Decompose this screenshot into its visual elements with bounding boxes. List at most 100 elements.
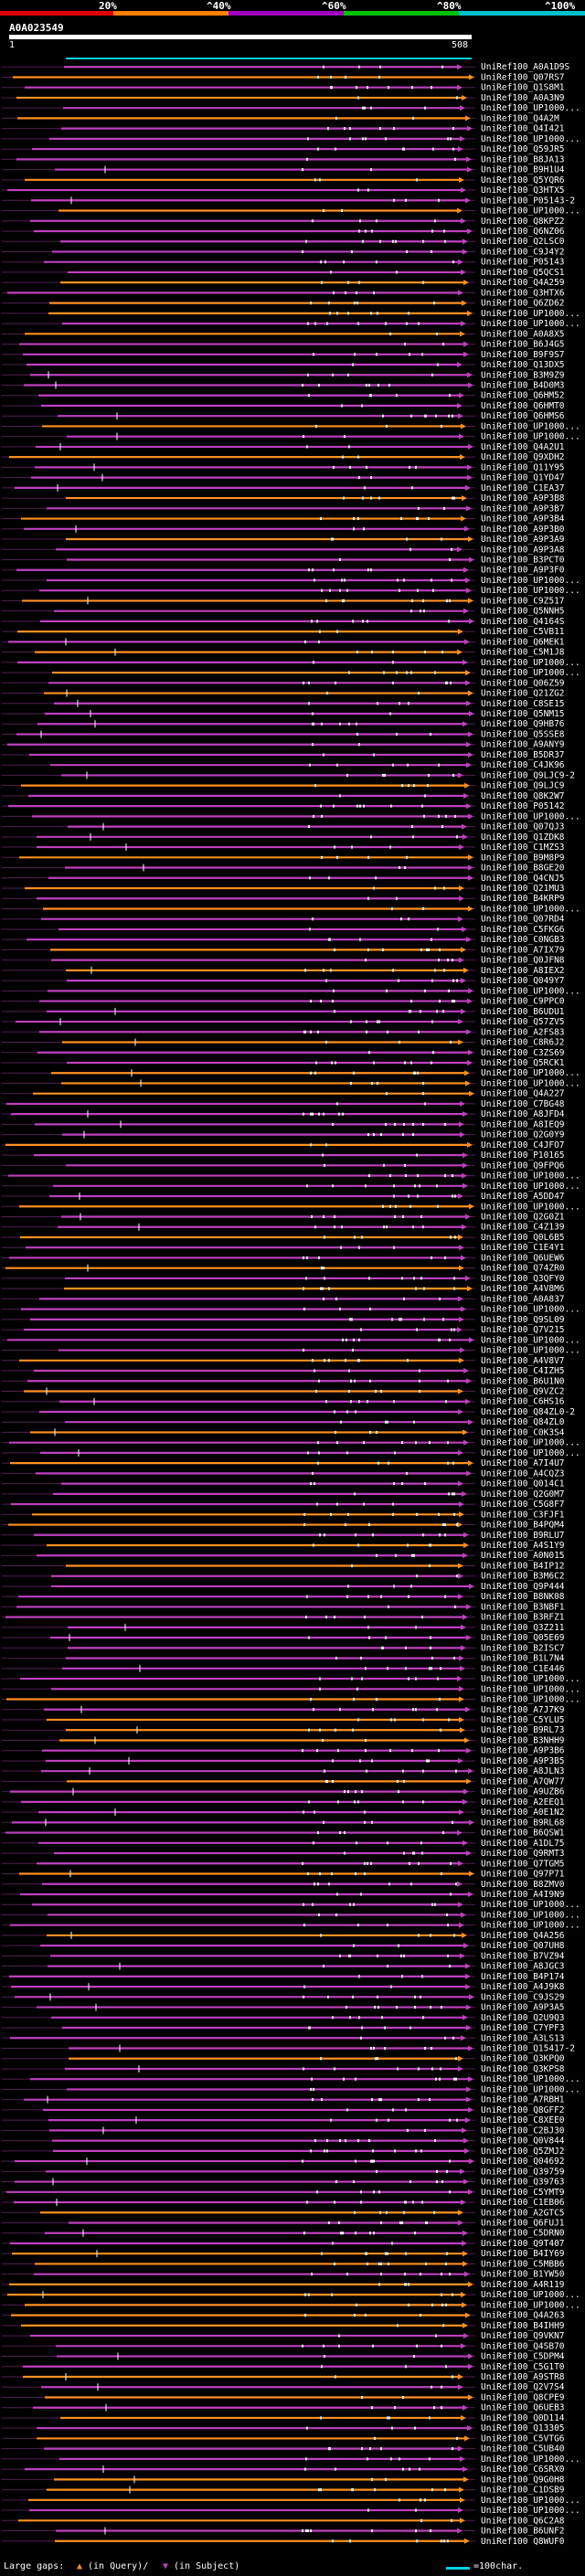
hit-row[interactable]: UniRef100_UP1000... (2, 1448, 580, 1458)
hit-row[interactable]: UniRef100_A9P3A9 (2, 535, 565, 545)
hit-label[interactable]: UniRef100_B3M9Z9 (481, 370, 565, 380)
hit-label[interactable]: UniRef100_B6U1N0 (481, 1376, 565, 1386)
hit-row[interactable]: UniRef100_C1EB06 (2, 2198, 565, 2208)
hit-label[interactable]: UniRef100_UP1000... (481, 668, 580, 678)
hit-row[interactable]: UniRef100_Q049Y7 (2, 976, 565, 986)
hit-label[interactable]: UniRef100_C4IZH5 (481, 1366, 565, 1376)
hit-label[interactable]: UniRef100_A4S1Y9 (481, 1541, 565, 1551)
hit-row[interactable]: UniRef100_A4I9N9 (2, 1890, 565, 1900)
hit-row[interactable]: UniRef100_UP1000... (2, 2300, 580, 2310)
hit-row[interactable]: UniRef100_UP1000... (2, 1674, 580, 1684)
hit-label[interactable]: UniRef100_C5DPM4 (481, 2352, 565, 2362)
hit-label[interactable]: UniRef100_A9P3A8 (481, 545, 565, 555)
hit-label[interactable]: UniRef100_UP1000... (481, 1182, 580, 1192)
hit-label[interactable]: UniRef100_Q5ZMJ2 (481, 2147, 565, 2157)
hit-label[interactable]: UniRef100_B9F9S7 (481, 350, 565, 360)
hit-label[interactable]: UniRef100_Q05E69 (481, 1633, 565, 1643)
hit-row[interactable]: UniRef100_UP1000... (2, 1900, 580, 1910)
hit-label[interactable]: UniRef100_UP1000... (481, 2496, 580, 2506)
hit-label[interactable]: UniRef100_UP1000... (481, 1674, 580, 1684)
hit-label[interactable]: UniRef100_A9UZB6 (481, 1787, 565, 1797)
hit-label[interactable]: UniRef100_A9P3B6 (481, 1746, 565, 1756)
hit-label[interactable]: UniRef100_B9H1U4 (481, 165, 565, 175)
hit-label[interactable]: UniRef100_UP1000... (481, 1202, 580, 1212)
hit-row[interactable]: UniRef100_UP1000... (2, 658, 580, 668)
hit-row[interactable]: UniRef100_B1YW50 (2, 2270, 565, 2280)
hit-label[interactable]: UniRef100_B9RL73 (481, 1725, 565, 1735)
hit-row[interactable]: UniRef100_C6SRX0 (2, 2465, 565, 2475)
hit-label[interactable]: UniRef100_C5G8F7 (481, 1500, 565, 1510)
hit-label[interactable]: UniRef100_Q4A2U1 (481, 442, 565, 452)
hit-label[interactable]: UniRef100_Q74ZR0 (481, 1264, 565, 1274)
hit-label[interactable]: UniRef100_C6HS16 (481, 1397, 565, 1407)
hit-row[interactable]: UniRef100_UP1000... (2, 1335, 580, 1345)
hit-row[interactable]: UniRef100_Q4A259 (2, 278, 565, 288)
hit-label[interactable]: UniRef100_C5UB40 (481, 2444, 565, 2454)
hit-row[interactable]: UniRef100_Q39763 (2, 2178, 565, 2188)
hit-row[interactable]: UniRef100_C5MBB6 (2, 2259, 565, 2269)
hit-label[interactable]: UniRef100_A8JGC3 (481, 1962, 565, 1972)
hit-label[interactable]: UniRef100_C1E446 (481, 1664, 565, 1674)
hit-label[interactable]: UniRef100_B8JA13 (481, 154, 565, 164)
hit-label[interactable]: UniRef100_A7I4U7 (481, 1458, 565, 1468)
hit-label[interactable]: UniRef100_C4Z139 (481, 1223, 565, 1233)
hit-row[interactable]: UniRef100_C2BJ30 (2, 2125, 565, 2136)
hit-row[interactable]: UniRef100_UP1000... (2, 2290, 580, 2300)
hit-row[interactable]: UniRef100_Q2G0Y9 (2, 1130, 565, 1140)
hit-row[interactable]: UniRef100_B4D0M3 (2, 381, 565, 391)
hit-label[interactable]: UniRef100_Q4A263 (481, 2311, 565, 2321)
hit-row[interactable]: UniRef100_UP1000... (2, 2454, 580, 2465)
hit-row[interactable]: UniRef100_UP1000... (2, 1921, 580, 1931)
hit-row[interactable]: UniRef100_B8GE20 (2, 864, 565, 874)
hit-label[interactable]: UniRef100_B8GE20 (481, 864, 565, 874)
hit-label[interactable]: UniRef100_B4IHH9 (481, 2321, 565, 2331)
hit-label[interactable]: UniRef100_Q9FPQ6 (481, 1161, 565, 1171)
hit-label[interactable]: UniRef100_UP1000... (481, 1171, 580, 1182)
hit-row[interactable]: UniRef100_A8JFD4 (2, 1109, 565, 1119)
hit-label[interactable]: UniRef100_C5FKG6 (481, 925, 565, 935)
hit-label[interactable]: UniRef100_Q9VZC2 (481, 1386, 565, 1396)
hit-row[interactable]: UniRef100_C4JFO7 (2, 1140, 565, 1150)
hit-label[interactable]: UniRef100_Q2LSC0 (481, 237, 565, 247)
hit-row[interactable]: UniRef100_B3NHH9 (2, 1735, 565, 1745)
hit-row[interactable]: UniRef100_Q9VZC2 (2, 1386, 565, 1396)
hit-row[interactable]: UniRef100_A9P3B6 (2, 1746, 565, 1756)
hit-label[interactable]: UniRef100_C9JS29 (481, 1992, 565, 2002)
hit-label[interactable]: UniRef100_B8ZMV0 (481, 1880, 565, 1890)
hit-row[interactable]: UniRef100_B4P174 (2, 1972, 565, 1982)
hit-label[interactable]: UniRef100_A4J9K8 (481, 1982, 565, 1992)
hit-row[interactable]: UniRef100_B6U1N0 (2, 1376, 565, 1386)
hit-label[interactable]: UniRef100_UP1000... (481, 1068, 580, 1078)
hit-row[interactable]: UniRef100_C5VB11 (2, 627, 565, 637)
hit-label[interactable]: UniRef100_A2FS83 (481, 1027, 565, 1037)
hit-row[interactable]: UniRef100_Q6HMS6 (2, 411, 565, 421)
hit-label[interactable]: UniRef100_Q8WUF0 (481, 2537, 565, 2546)
hit-label[interactable]: UniRef100_A1DL75 (481, 1839, 565, 1849)
hit-label[interactable]: UniRef100_Q57ZV5 (481, 1017, 565, 1027)
hit-row[interactable]: UniRef100_Q4A2U1 (2, 442, 565, 452)
hit-label[interactable]: UniRef100_Q9G0H8 (481, 2475, 565, 2485)
hit-row[interactable]: UniRef100_C8SE15 (2, 699, 565, 709)
hit-row[interactable]: UniRef100_Q4A2M (2, 113, 559, 123)
hit-row[interactable]: UniRef100_C4IZH5 (2, 1366, 565, 1376)
hit-label[interactable]: UniRef100_Q9P444 (481, 1582, 565, 1592)
hit-label[interactable]: UniRef100_A0A1D9S (481, 62, 570, 72)
hit-row[interactable]: UniRef100_Q74ZR0 (2, 1264, 565, 1274)
hit-row[interactable]: UniRef100_C5DPM4 (2, 2352, 565, 2362)
hit-row[interactable]: UniRef100_Q5ZMJ2 (2, 2147, 565, 2157)
hit-row[interactable]: UniRef100_Q05E69 (2, 1633, 565, 1643)
hit-row[interactable]: UniRef100_C5G1T0 (2, 2362, 565, 2372)
hit-label[interactable]: UniRef100_Q014C1 (481, 1479, 565, 1489)
hit-row[interactable]: UniRef100_B6QSW1 (2, 1829, 565, 1839)
hit-label[interactable]: UniRef100_Q39759 (481, 2167, 565, 2177)
hit-label[interactable]: UniRef100_C8XEE0 (481, 2115, 565, 2125)
hit-label[interactable]: UniRef100_Q0D114 (481, 2413, 565, 2423)
hit-label[interactable]: UniRef100_B4IY69 (481, 2249, 565, 2259)
hit-label[interactable]: UniRef100_UP1000... (481, 1335, 580, 1345)
hit-label[interactable]: UniRef100_A4CQZ3 (481, 1468, 565, 1479)
hit-label[interactable]: UniRef100_Q4A2M (481, 113, 559, 123)
hit-label[interactable]: UniRef100_A4R119 (481, 2280, 565, 2290)
hit-row[interactable]: UniRef100_C9PPC0 (2, 997, 565, 1007)
hit-row[interactable]: UniRef100_Q07RD4 (2, 915, 565, 925)
hit-row[interactable]: UniRef100_B1L7N4 (2, 1654, 565, 1664)
